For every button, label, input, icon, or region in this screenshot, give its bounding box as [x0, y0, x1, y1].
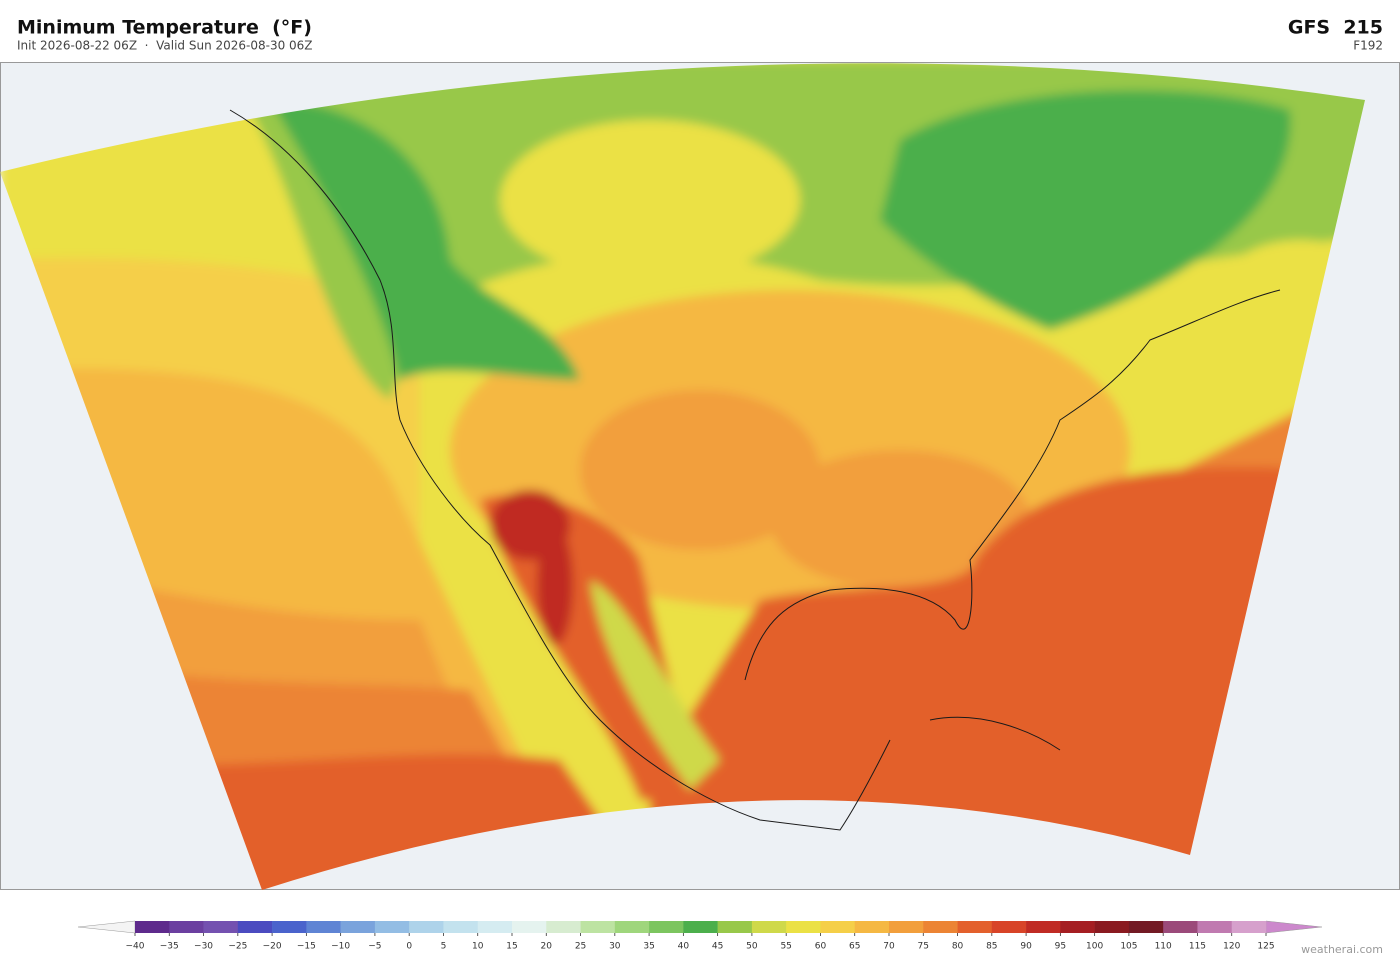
colorbar-tick-label: 55: [780, 942, 791, 952]
colorbar-segment: [923, 921, 958, 933]
colorbar-tick-label: 0: [406, 942, 412, 952]
colorbar-tick-label: 45: [712, 942, 723, 952]
colorbar-segment: [614, 921, 650, 933]
colorbar-segment: [1060, 921, 1095, 933]
colorbar-tick-label: 75: [918, 942, 929, 952]
colorbar-segment: [1231, 921, 1267, 933]
colorbar-segment: [751, 921, 787, 933]
colorbar-segment: [1094, 921, 1130, 933]
colorbar-segment: [546, 921, 581, 933]
colorbar-segment: [477, 921, 513, 933]
colorbar-tick-label: 35: [643, 942, 654, 952]
colorbar-segment: [991, 921, 1027, 933]
colorbar: −40 −35 −30 −25 −20 −15 −10 −5 0 5 10 15 20 25 30 35 40 4…: [77, 920, 1323, 952]
colorbar-segment: [203, 921, 239, 933]
colorbar-tick-label: 115: [1189, 942, 1206, 952]
colorbar-segment: [237, 921, 273, 933]
colorbar-tick-label: 80: [952, 942, 964, 952]
colorbar-tick-label: −25: [228, 942, 247, 952]
colorbar-segment: [512, 921, 547, 933]
colorbar-segment: [306, 921, 341, 933]
title: Minimum Temperature (°F): [17, 17, 312, 39]
colorbar-tick-label: 70: [883, 942, 895, 952]
colorbar-tick-label: 15: [506, 942, 517, 952]
colorbar-tick-label: 20: [541, 942, 553, 952]
colorbar-tick-label: 100: [1086, 942, 1103, 952]
colorbar-tick-label: 95: [1055, 942, 1066, 952]
colorbar-tick-label: 50: [746, 942, 758, 952]
colorbar-tick-label: 125: [1257, 942, 1274, 952]
colorbar-tick-label: 90: [1020, 942, 1032, 952]
colorbar-tick-label: −20: [263, 942, 282, 952]
colorbar-segment: [169, 921, 204, 933]
colorbar-segment: [1128, 921, 1164, 933]
colorbar-tick-label: −10: [331, 942, 350, 952]
colorbar-segment: [717, 921, 753, 933]
colorbar-tick-label: −30: [194, 942, 213, 952]
colorbar-segment: [272, 921, 307, 933]
colorbar-segment: [340, 921, 376, 933]
colorbar-segment: [374, 921, 410, 933]
colorbar-segment: [786, 921, 821, 933]
forecast-hour: F192: [1353, 39, 1383, 53]
subtitle: Init 2026-08-22 06Z · Valid Sun 2026-08-…: [17, 39, 313, 53]
colorbar-tick-label: 105: [1120, 942, 1137, 952]
colorbar-segment: [854, 921, 890, 933]
colorbar-segment: [443, 921, 479, 933]
colorbar-tick-label: 85: [986, 942, 997, 952]
colorbar-segment: [957, 921, 993, 933]
colorbar-tick-label: 10: [472, 942, 484, 952]
colorbar-tick-label: 120: [1223, 942, 1240, 952]
colorbar-segment: [649, 921, 684, 933]
colorbar-segment: [889, 921, 924, 933]
model-label: GFS 215: [1288, 17, 1383, 39]
colorbar-segment: [1197, 921, 1233, 933]
colorbar-segment: [1163, 921, 1198, 933]
colorbar-segment: [135, 921, 170, 933]
coastlines: [229, 109, 1281, 831]
colorbar-tick-label: −40: [126, 942, 145, 952]
colorbar-segment: [580, 921, 616, 933]
colorbar-tick-label: −35: [160, 942, 179, 952]
colorbar-segment: [1026, 921, 1061, 933]
colorbar-segment: [409, 921, 444, 933]
colorbar-tick-label: −15: [297, 942, 316, 952]
colorbar-tick-label: 40: [678, 942, 690, 952]
colorbar-tick-label: 110: [1155, 942, 1172, 952]
colorbar-under: [77, 920, 136, 934]
colorbar-segment: [820, 921, 856, 933]
colorbar-tick-label: 5: [441, 942, 447, 952]
colorbar-tick-label: 30: [609, 942, 621, 952]
colorbar-tick-label: −5: [368, 942, 381, 952]
colorbar-over: [1265, 920, 1323, 934]
colorbar-tick-label: 60: [815, 942, 827, 952]
credit: weatherai.com: [1301, 943, 1383, 956]
colorbar-tick-label: 65: [849, 942, 860, 952]
colorbar-tick-label: 25: [575, 942, 586, 952]
colorbar-segment: [683, 921, 718, 933]
